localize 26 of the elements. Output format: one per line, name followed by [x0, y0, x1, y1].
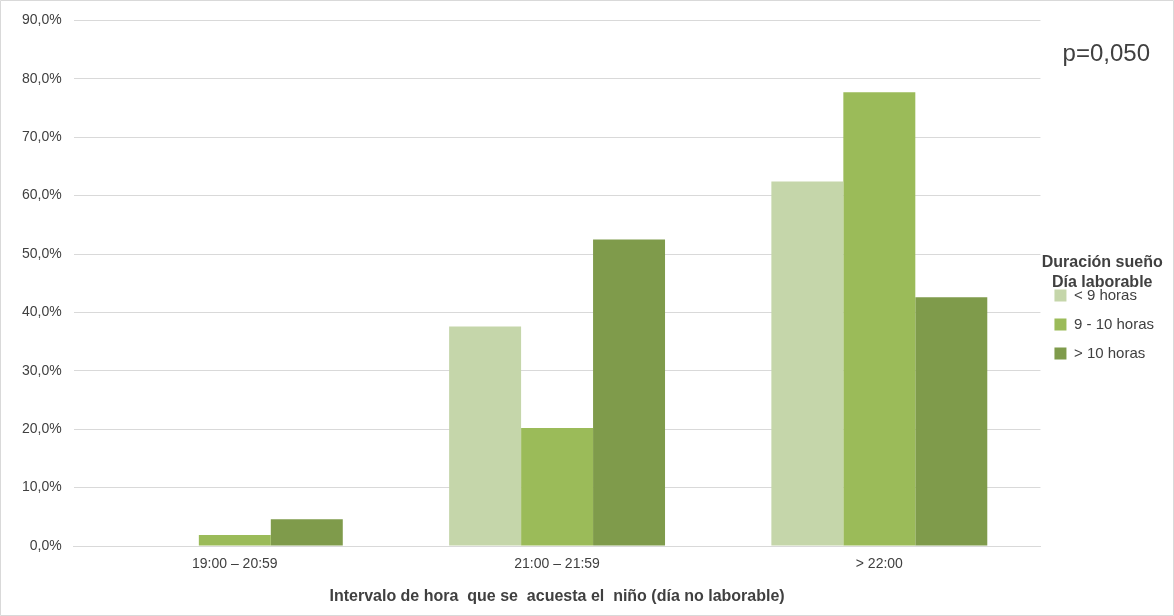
- bar: [270, 519, 343, 546]
- bar: [593, 239, 666, 546]
- y-tick-label: 80,0%: [21, 69, 62, 86]
- legend-label: > 10 horas: [1073, 343, 1146, 361]
- y-tick-label: 70,0%: [21, 128, 62, 145]
- y-tick-label: 10,0%: [21, 478, 62, 495]
- y-tick-label: 40,0%: [21, 303, 62, 320]
- bar: [843, 92, 916, 546]
- y-tick-label: 60,0%: [21, 186, 62, 203]
- x-tick-label: 21:00 – 21:59: [514, 555, 601, 572]
- y-tick-label: 20,0%: [21, 420, 62, 437]
- bar: [198, 534, 271, 546]
- bar: [771, 181, 844, 546]
- bar: [915, 297, 988, 546]
- legend-label: 9 - 10 horas: [1073, 314, 1154, 332]
- y-tick-label: 0,0%: [29, 536, 62, 553]
- text: p=0,050: [1062, 38, 1150, 66]
- y-tick-label: 30,0%: [21, 361, 62, 378]
- x-tick-label: > 22:00: [855, 555, 904, 572]
- bar: [449, 326, 522, 546]
- x-axis-title: Intervalo de hora que se acuesta el niño (día no laborable): [329, 586, 785, 604]
- x-tick-label: 19:00 – 20:59: [192, 555, 278, 572]
- y-tick-label: 90,0%: [21, 11, 62, 28]
- y-tick-label: 50,0%: [21, 244, 62, 261]
- bar: [521, 428, 594, 546]
- legend-title: Duración sueño Día laborable: [1041, 253, 1163, 290]
